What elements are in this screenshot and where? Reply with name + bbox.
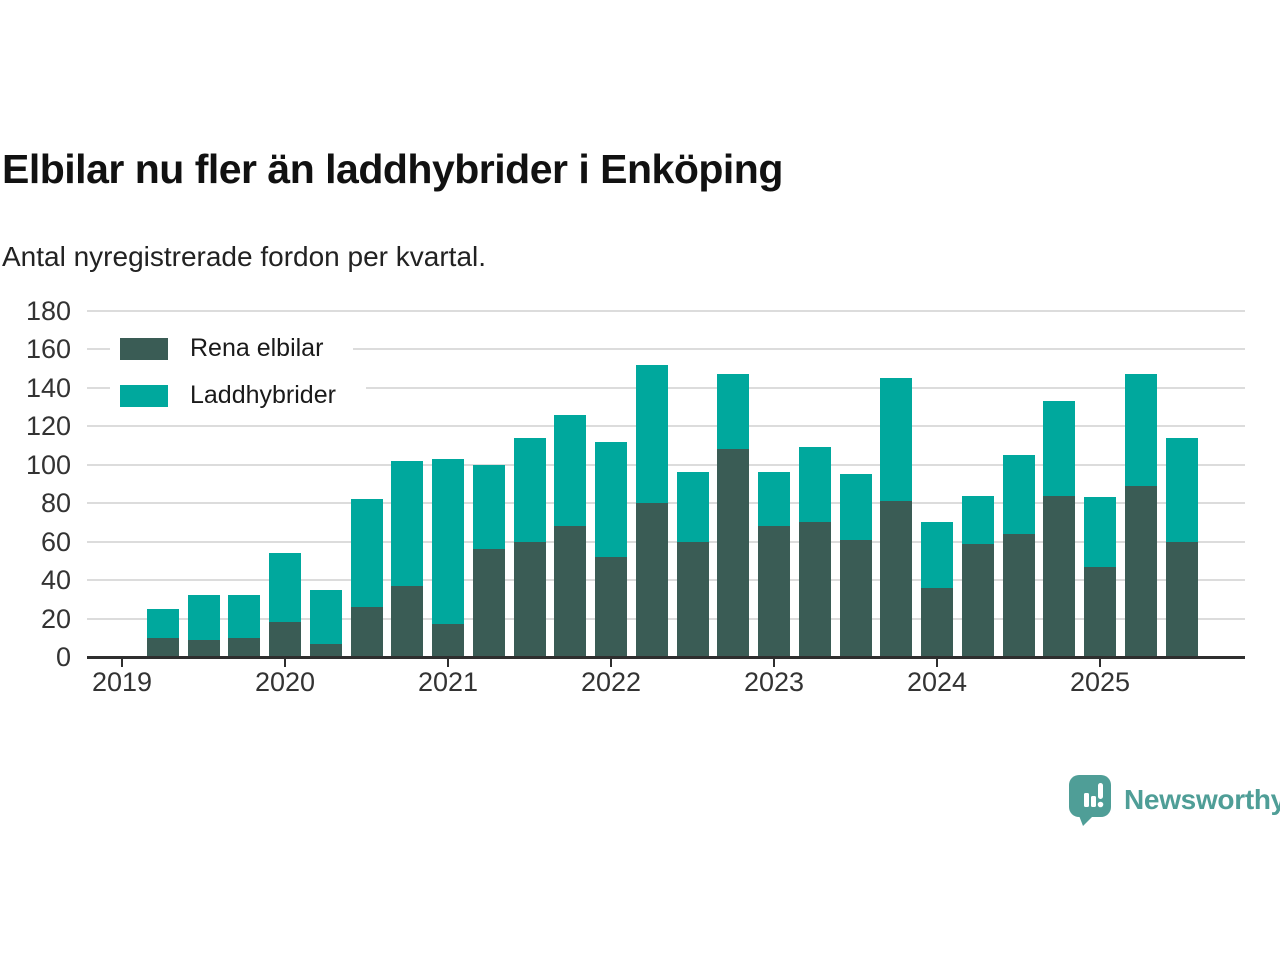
x-axis-year-label: 2024 [906, 667, 968, 697]
x-axis-tick [773, 657, 775, 667]
bar-2022-Q4-laddhybrider [717, 374, 750, 450]
bar-2020-Q2-laddhybrider [309, 589, 342, 644]
bar-2022-Q1-elbilar [595, 557, 627, 657]
y-axis-tick-label: 40 [40, 565, 71, 596]
newsworthy-logo-text: Newsworthy [1124, 784, 1280, 815]
chart-legend: Rena elbilar Laddhybrider [110, 332, 366, 426]
bar-2024-Q2-laddhybrider [961, 495, 994, 544]
legend-swatch-laddhybrider [120, 384, 168, 407]
bar-2020-Q2-elbilar [309, 643, 342, 657]
bar-2020-Q4-laddhybrider [391, 460, 424, 586]
bar-2022-Q1-laddhybrider [595, 441, 627, 558]
legend-label: Rena elbilar [190, 334, 324, 362]
x-axis-year-label: 2023 [743, 667, 805, 697]
bar-2019-Q4-laddhybrider [228, 595, 261, 638]
bar-2019-Q2-elbilar [146, 637, 179, 657]
y-axis-tick-label: 140 [25, 372, 71, 403]
gridline-y-160 [87, 348, 1245, 351]
bar-2020-Q1-laddhybrider [269, 553, 301, 623]
newsworthy-speech-bubble-bar-chart-icon [1069, 775, 1111, 826]
legend-label: Laddhybrider [190, 381, 336, 409]
page-subtitle: Antal nyregistrerade fordon per kvartal. [2, 241, 487, 272]
bar-2021-Q4-laddhybrider [554, 414, 587, 527]
gridline-y-180 [87, 310, 1245, 312]
bar-2022-Q3-laddhybrider [676, 472, 709, 542]
bar-2023-Q3-laddhybrider [839, 474, 872, 540]
bar-2021-Q3-elbilar [513, 541, 546, 657]
y-axis-tick-label: 0 [55, 642, 71, 672]
bar-2024-Q4-elbilar [1043, 495, 1076, 657]
bar-2023-Q1-elbilar [758, 526, 790, 657]
x-axis-year-label: 2022 [580, 667, 642, 697]
bar-2025-Q1-laddhybrider [1084, 497, 1116, 567]
x-axis-tick [610, 657, 612, 667]
bar-2025-Q3-elbilar [1165, 541, 1198, 657]
y-axis-tick-label: 100 [25, 449, 71, 480]
bar-2020-Q3-laddhybrider [350, 499, 383, 608]
bar-2023-Q4-laddhybrider [880, 378, 913, 502]
bar-2022-Q4-elbilar [717, 449, 750, 657]
bar-2024-Q3-laddhybrider [1002, 455, 1035, 534]
bar-2021-Q1-elbilar [432, 624, 464, 657]
bar-2023-Q4-elbilar [880, 501, 913, 657]
bar-2021-Q1-laddhybrider [432, 459, 464, 625]
bar-2022-Q2-laddhybrider [635, 364, 668, 504]
x-axis-tick [936, 657, 938, 667]
y-axis-tick-label: 120 [25, 411, 71, 442]
bar-2019-Q3-laddhybrider [187, 595, 220, 640]
bar-2022-Q3-elbilar [676, 541, 709, 657]
x-axis-line [87, 656, 1245, 659]
y-axis-tick-label: 20 [40, 603, 71, 634]
legend-item-rena-elbilar: Rena elbilar [110, 332, 354, 365]
x-axis-tick [284, 657, 286, 667]
bar-2025-Q2-elbilar [1124, 485, 1157, 657]
bar-2019-Q3-elbilar [187, 639, 220, 657]
bar-2023-Q2-laddhybrider [798, 447, 831, 523]
bar-2022-Q2-elbilar [635, 503, 668, 657]
page-title: Elbilar nu fler än laddhybrider i Enköpi… [2, 146, 783, 192]
bar-2019-Q4-elbilar [228, 637, 261, 657]
x-axis-tick [447, 657, 449, 667]
bar-2024-Q4-laddhybrider [1043, 401, 1076, 496]
bar-2025-Q2-laddhybrider [1124, 374, 1157, 486]
bar-2020-Q1-elbilar [269, 622, 301, 657]
y-axis-tick-label: 160 [25, 334, 71, 365]
bar-2023-Q3-elbilar [839, 539, 872, 657]
x-axis-tick [121, 657, 123, 667]
x-axis-tick [1099, 657, 1101, 667]
bar-2025-Q3-laddhybrider [1165, 437, 1198, 542]
bar-2021-Q2-laddhybrider [472, 464, 505, 550]
bar-2020-Q4-elbilar [391, 585, 424, 657]
y-axis-tick-label: 60 [40, 526, 71, 557]
bar-2021-Q2-elbilar [472, 549, 505, 657]
x-axis-year-label: 2021 [417, 667, 479, 697]
bar-2023-Q1-laddhybrider [758, 472, 790, 527]
y-axis-tick-label: 80 [40, 488, 71, 519]
x-axis-year-label: 2020 [254, 667, 316, 697]
bar-2023-Q2-elbilar [798, 522, 831, 657]
legend-item-laddhybrider: Laddhybrider [110, 379, 366, 412]
x-axis-year-label: 2025 [1069, 667, 1131, 697]
bar-2021-Q4-elbilar [554, 526, 587, 657]
legend-swatch-elbilar [120, 337, 168, 360]
y-axis-tick-label: 180 [25, 296, 71, 326]
bar-2021-Q3-laddhybrider [513, 437, 546, 542]
bar-2024-Q1-elbilar [921, 587, 953, 657]
bar-2024-Q3-elbilar [1002, 533, 1035, 657]
bar-2020-Q3-elbilar [350, 607, 383, 657]
bar-2024-Q2-elbilar [961, 543, 994, 657]
x-axis-year-label: 2019 [91, 667, 153, 697]
bar-2019-Q2-laddhybrider [146, 608, 179, 638]
bar-2025-Q1-elbilar [1084, 566, 1116, 657]
newsworthy-logo: Newsworthy [1068, 774, 1280, 826]
bar-2024-Q1-laddhybrider [921, 522, 953, 588]
